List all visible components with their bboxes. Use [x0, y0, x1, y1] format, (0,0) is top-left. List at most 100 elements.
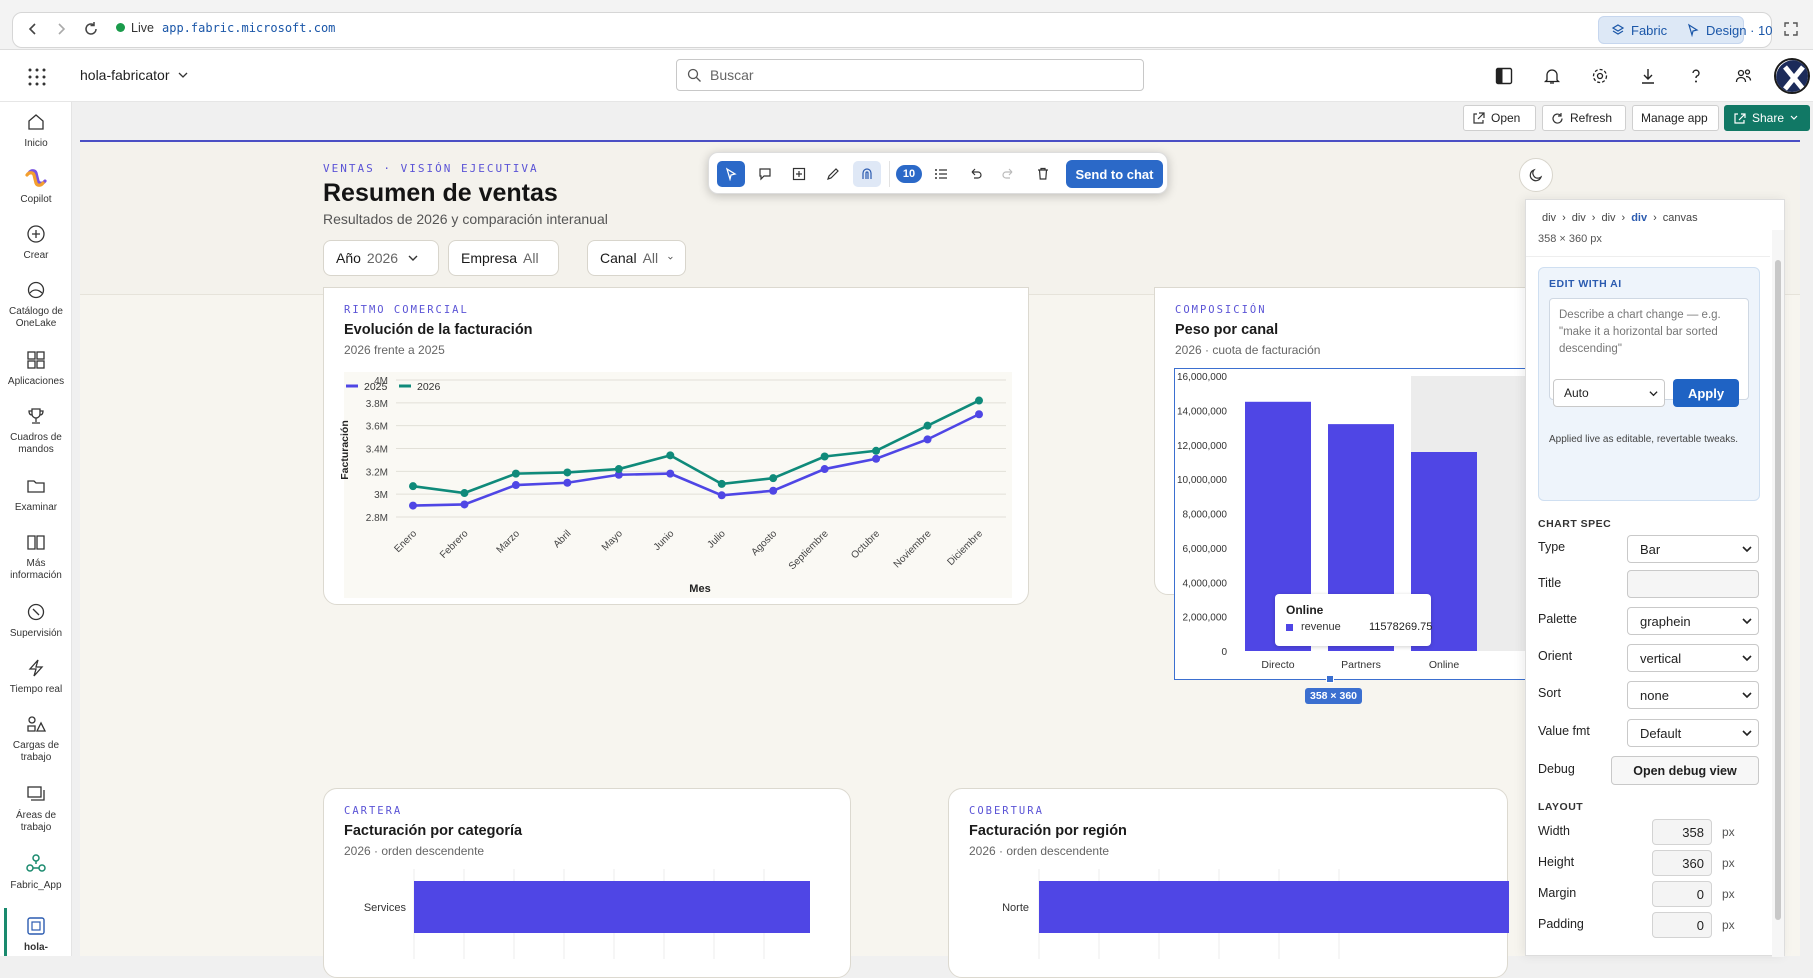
- app-launcher-icon[interactable]: [28, 68, 46, 86]
- settings-icon[interactable]: [1588, 64, 1612, 88]
- add-box-tool-icon[interactable]: [785, 161, 813, 187]
- data-point: [460, 500, 469, 509]
- plus-circle-icon: [24, 222, 48, 246]
- avatar[interactable]: [1774, 58, 1810, 94]
- data-point: [975, 396, 983, 405]
- data-point: [666, 469, 675, 478]
- filter-empresa[interactable]: Empresa All: [448, 240, 559, 276]
- margin-input[interactable]: 0: [1652, 881, 1712, 907]
- crumb[interactable]: div: [1542, 212, 1557, 224]
- y-tick-label: 4,000,000: [1183, 578, 1228, 589]
- element-size: 358 × 360 px: [1538, 233, 1602, 245]
- forward-icon[interactable]: [48, 14, 74, 44]
- open-label: Open: [1491, 111, 1521, 125]
- comment-tool-icon[interactable]: [751, 161, 779, 187]
- height-input[interactable]: 360: [1652, 850, 1712, 876]
- rail-item-onelake[interactable]: Catálogo de OneLake: [0, 278, 72, 330]
- address-bar[interactable]: [12, 12, 1772, 48]
- count-badge[interactable]: 10: [896, 165, 922, 183]
- open-debug-button[interactable]: Open debug view: [1611, 756, 1759, 785]
- category-card: CARTERA Facturación por categoría 2026 ·…: [323, 788, 851, 978]
- search-box[interactable]: Buscar: [676, 59, 1144, 91]
- scrollbar-thumb[interactable]: [1775, 260, 1781, 920]
- crumb[interactable]: div: [1631, 212, 1648, 224]
- spec-value: Default: [1640, 725, 1682, 741]
- rail-label: hola-: [24, 942, 48, 953]
- panel-toggle-icon[interactable]: [1492, 64, 1516, 88]
- orient-select[interactable]: vertical: [1627, 644, 1759, 672]
- data-point: [409, 501, 417, 510]
- data-point: [409, 482, 417, 491]
- fullscreen-icon[interactable]: [1778, 14, 1804, 44]
- rail-item-supervision[interactable]: Supervisión: [0, 600, 72, 640]
- rail-item-areas[interactable]: Áreas de trabajo: [0, 782, 72, 834]
- y-tick-label: 3.6M: [366, 422, 388, 433]
- rail-item-tiempo-real[interactable]: Tiempo real: [0, 656, 72, 696]
- help-icon[interactable]: [1684, 64, 1708, 88]
- redo-icon[interactable]: [995, 161, 1023, 187]
- crumb[interactable]: div: [1571, 212, 1586, 224]
- width-input[interactable]: 358: [1652, 819, 1712, 845]
- mode-select[interactable]: Auto: [1553, 379, 1665, 407]
- filter-ano[interactable]: Año 2026: [323, 240, 439, 276]
- rail-item-inicio[interactable]: Inicio: [0, 110, 72, 150]
- category-label: Services: [364, 902, 407, 914]
- rail-item-aplicaciones[interactable]: Aplicaciones: [0, 348, 72, 388]
- download-icon[interactable]: [1636, 64, 1660, 88]
- rail-item-examinar[interactable]: Examinar: [0, 474, 72, 514]
- manage-app-button[interactable]: Manage app: [1632, 105, 1719, 131]
- unit: px: [1722, 825, 1735, 839]
- refresh-button[interactable]: Refresh: [1542, 105, 1626, 131]
- layout-heading: LAYOUT: [1538, 801, 1584, 813]
- select-tool-icon[interactable]: [717, 161, 745, 187]
- panel-scrollbar[interactable]: [1772, 230, 1784, 957]
- fabric-pill[interactable]: Fabric: [1603, 16, 1675, 44]
- rail-item-cargas[interactable]: Cargas de trabajo: [0, 712, 72, 764]
- reload-icon[interactable]: [78, 14, 104, 44]
- sort-select[interactable]: none: [1627, 681, 1759, 709]
- value-fmt-select[interactable]: Default: [1627, 719, 1759, 747]
- apply-button[interactable]: Apply: [1673, 379, 1739, 407]
- bar-norte: [1039, 881, 1509, 933]
- rail-item-hola[interactable]: hola-: [0, 914, 72, 954]
- layout-label: Margin: [1538, 886, 1577, 900]
- resize-handle[interactable]: [1326, 675, 1334, 683]
- crumb[interactable]: div: [1601, 212, 1616, 224]
- selected-canvas[interactable]: 0 2,000,000 4,000,000 6,000,000 8,000,000 10,…: [1174, 368, 1534, 680]
- filter-canal[interactable]: Canal All: [587, 240, 686, 276]
- y-tick-label: 16,000,000: [1177, 372, 1227, 383]
- workspace-switcher[interactable]: hola-fabricator: [80, 67, 188, 83]
- crumb[interactable]: canvas: [1662, 212, 1698, 224]
- list-icon[interactable]: [927, 161, 955, 187]
- rail-label: Crear: [23, 250, 49, 261]
- rail-item-mas-informacion[interactable]: Más información: [0, 530, 72, 582]
- url-text[interactable]: app.fabric.microsoft.com: [162, 21, 336, 35]
- bell-icon[interactable]: [1540, 64, 1564, 88]
- open-button[interactable]: Open: [1463, 105, 1536, 131]
- spec-label: Value fmt: [1538, 724, 1590, 738]
- padding-input[interactable]: 0: [1652, 912, 1712, 938]
- rail-label: Fabric_App: [10, 880, 62, 891]
- y-tick-label: 2.8M: [366, 513, 388, 524]
- share-button[interactable]: Share: [1724, 105, 1810, 131]
- theme-toggle-button[interactable]: [1519, 158, 1553, 192]
- rail-item-copilot[interactable]: Copilot: [0, 166, 72, 206]
- rail-item-fabric-app[interactable]: Fabric_App: [0, 852, 72, 892]
- rail-item-cuadros[interactable]: Cuadros de mandos: [0, 404, 72, 456]
- magnet-tool-icon[interactable]: [853, 161, 881, 187]
- undo-icon[interactable]: [961, 161, 989, 187]
- bar-services: [414, 881, 810, 933]
- rail-item-crear[interactable]: Crear: [0, 222, 72, 262]
- pencil-tool-icon[interactable]: [819, 161, 847, 187]
- unit: px: [1722, 887, 1735, 901]
- palette-select[interactable]: graphein: [1627, 607, 1759, 635]
- card-subtitle: 2026 · cuota de facturación: [1175, 343, 1321, 357]
- trash-icon[interactable]: [1029, 161, 1057, 187]
- design-pill[interactable]: Design · 10: [1678, 16, 1780, 44]
- share-people-icon[interactable]: [1732, 64, 1756, 88]
- type-select[interactable]: Bar: [1627, 535, 1759, 563]
- x-axis-title: Mes: [689, 583, 710, 595]
- back-icon[interactable]: [20, 14, 46, 44]
- send-to-chat-button[interactable]: Send to chat: [1066, 160, 1163, 188]
- title-input[interactable]: [1627, 570, 1759, 598]
